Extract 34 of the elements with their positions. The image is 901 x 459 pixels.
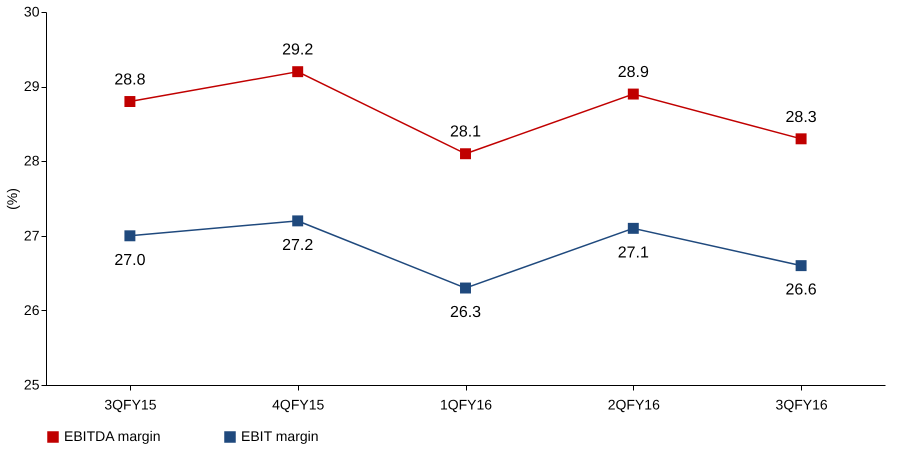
x-tick-label: 3QFY16: [776, 396, 828, 412]
point: [628, 222, 639, 234]
point: [628, 88, 639, 100]
point: [460, 148, 471, 160]
y-tick-label: 28: [24, 152, 40, 169]
data-label: 28.1: [450, 124, 482, 141]
data-label: 29.2: [282, 42, 314, 59]
y-tick-label: 30: [24, 4, 40, 20]
data-label: 26.6: [786, 282, 817, 299]
y-tick-label: 25: [24, 376, 40, 392]
data-label: 27.1: [618, 244, 649, 262]
x-tick-label: 3QFY15: [104, 396, 157, 412]
point: [124, 96, 136, 107]
y-tick-label: 26: [24, 302, 40, 318]
data-label: 28.8: [114, 72, 146, 89]
point: [796, 260, 807, 272]
point: [292, 66, 304, 78]
legend-label: EBITDA margin: [64, 428, 160, 444]
x-tick-label: 4QFY15: [272, 396, 324, 412]
data-label: 27.2: [282, 236, 314, 254]
legend-label: EBIT margin: [241, 428, 319, 444]
point: [124, 230, 136, 242]
point: [460, 282, 471, 294]
y-tick-label: 27: [24, 227, 40, 244]
y-tick-label: 29: [24, 78, 40, 94]
y-axis-title: (%): [4, 188, 20, 210]
data-label: 28.3: [786, 108, 817, 126]
point: [796, 133, 807, 144]
x-tick-label: 2QFY16: [608, 396, 660, 412]
x-tick-label: 1QFY16: [440, 396, 492, 412]
data-label: 28.9: [618, 64, 649, 82]
data-label: 27.0: [114, 252, 146, 269]
point: [292, 215, 304, 226]
data-label: 26.3: [450, 304, 482, 322]
